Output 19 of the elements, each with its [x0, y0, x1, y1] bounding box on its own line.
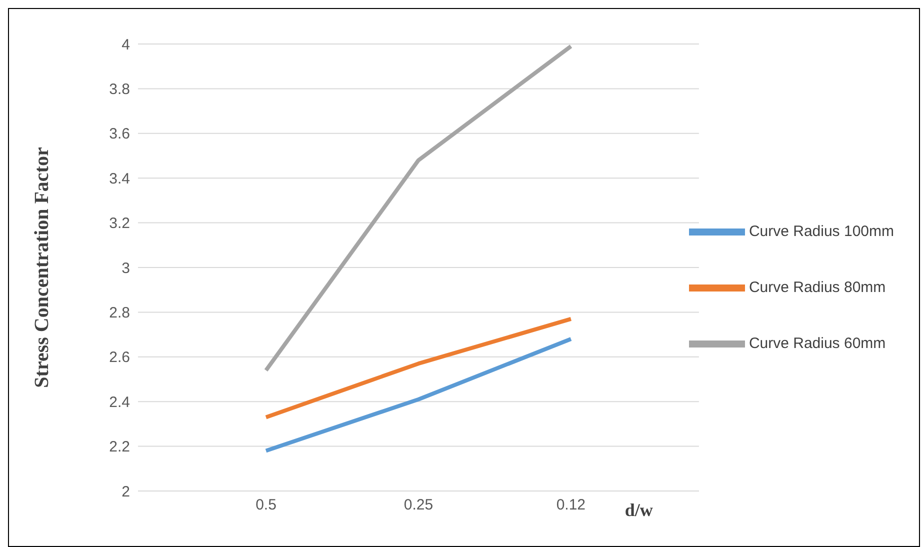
x-tick-label: 0.25 [404, 496, 434, 514]
x-tick-label: 0.5 [256, 496, 276, 514]
y-tick-label: 3 [122, 260, 130, 277]
y-tick-label: 2.4 [109, 394, 130, 411]
legend-label: Curve Radius 80mm [748, 279, 886, 296]
x-axis-title: d/w [624, 500, 653, 520]
y-tick-label: 3.2 [109, 215, 130, 232]
y-tick-label: 3.8 [109, 81, 130, 98]
y-axis-title: Stress Concentration Factor [31, 147, 54, 388]
y-tick-label: 3.6 [109, 126, 130, 143]
y-tick-label: 2.8 [109, 304, 130, 322]
y-tick-label: 3.4 [109, 170, 130, 188]
x-tick-label: 0.12 [556, 496, 586, 514]
y-tick-label: 2.2 [109, 438, 130, 456]
y-tick-label: 2 [122, 483, 130, 500]
y-tick-label: 2.6 [109, 349, 130, 366]
legend-label: Curve Radius 100mm [748, 223, 894, 240]
legend-label: Curve Radius 60mm [748, 335, 886, 352]
y-tick-label: 4 [122, 36, 130, 54]
